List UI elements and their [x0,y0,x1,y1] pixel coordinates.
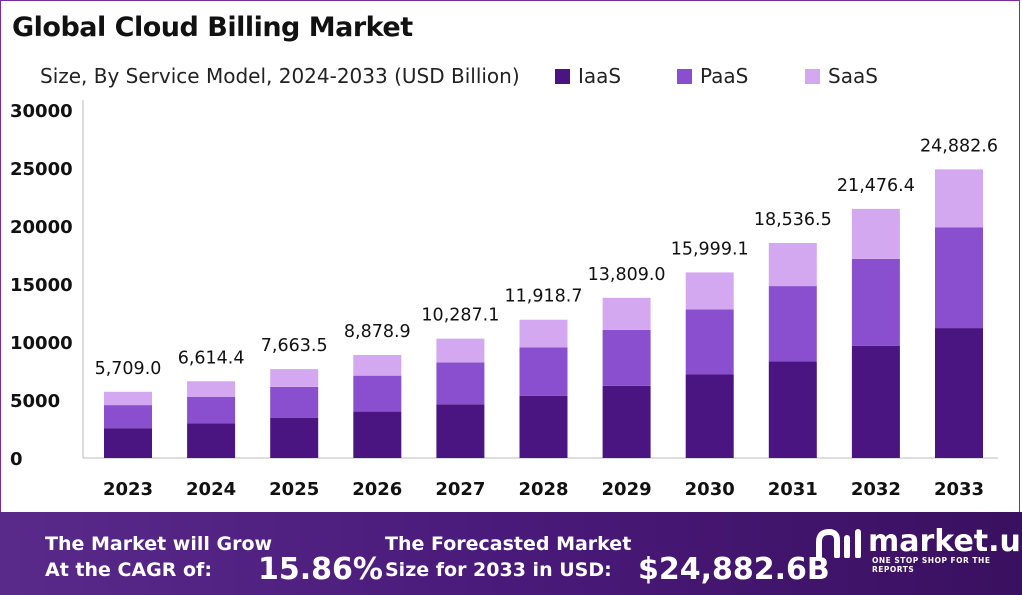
bar-segment-paas [104,405,152,429]
bar-segment-saas [187,381,236,397]
y-tick-label: 15000 [10,275,73,296]
y-tick-label: 25000 [10,159,73,180]
bar-segment-saas [768,242,817,287]
y-tick-label: 0 [10,449,23,470]
bar-segment-paas [353,375,402,412]
forecast-value: $24,882.6B [638,552,830,587]
bar-segment-saas [851,208,900,259]
bar-total-label: 10,287.1 [421,306,499,326]
bar-total-label: 8,878.9 [344,322,411,342]
bar-total-label: 18,536.5 [754,210,832,230]
bar-segment-paas [436,362,485,405]
cagr-value: 15.86% [258,552,383,587]
legend-swatch-saas [805,68,820,84]
bar-segment-saas [436,338,485,363]
x-tick-label: 2027 [435,479,485,500]
bar-segment-iaas [768,361,817,458]
legend-item-paas: PaaS [677,64,748,88]
x-tick-label: 2023 [103,479,153,500]
y-tick-label: 30000 [10,101,73,122]
x-tick-label: 2024 [186,479,236,500]
bar-segment-iaas [685,374,734,458]
legend-item-iaas: IaaS [555,64,621,88]
bar-segment-iaas [104,428,152,458]
bar-segment-iaas [851,345,900,458]
bar-total-label: 6,614.4 [178,348,245,368]
bar-segment-paas [602,329,651,386]
bar-total-label: 11,918.7 [505,287,583,307]
y-tick-label: 10000 [10,333,73,354]
bar-segment-paas [270,386,319,418]
bar-chart: 0 5000 10000 15000 20000 25000 30000 5,709.0 202… [10,100,998,500]
cagr-label-line2: At the CAGR of: [45,559,212,581]
bar-total-label: 15,999.1 [671,239,749,259]
x-tick-label: 2026 [352,479,402,500]
bar-total-label: 7,663.5 [261,336,328,356]
brand-tagline: ONE STOP SHOP FOR THE REPORTS [872,556,991,574]
y-tick-label: 20000 [10,217,73,238]
footer-banner [0,512,1022,595]
bar-segment-iaas [602,385,651,458]
y-tick-label: 5000 [10,391,60,412]
bar-segment-iaas [353,411,402,458]
bar-segment-paas [851,258,900,346]
forecast-label-line1: The Forecasted Market [385,533,632,555]
bar-segment-saas [104,391,152,406]
bar-segment-iaas [436,404,485,458]
bar-segment-paas [685,309,734,375]
legend-swatch-iaas [555,68,570,84]
chart-frame [0,0,1020,512]
bar-segment-paas [519,347,568,396]
bar-segment-saas [353,355,402,376]
market-us-logo-icon [816,528,861,558]
bar-segment-iaas [519,395,568,458]
legend-label-paas: PaaS [700,64,749,88]
bar-segment-saas [519,319,568,348]
brand-name: market.us [868,524,1022,559]
bar-total-label: 21,476.4 [837,176,915,196]
bar-segment-saas [270,369,319,387]
bar-segment-iaas [270,417,319,458]
x-tick-label: 2032 [851,479,901,500]
bar-segment-saas [602,297,651,330]
bar-segment-iaas [935,328,983,458]
legend-swatch-paas [677,68,692,84]
bar-segment-paas [187,396,236,424]
bar-segment-saas [935,169,983,228]
bar-segment-paas [935,227,983,329]
bar-total-label: 13,809.0 [588,265,666,285]
bar-segment-paas [768,286,817,362]
cagr-label-line1: The Market will Grow [45,533,273,555]
bar-total-label: 24,882.6 [920,136,998,156]
x-tick-label: 2030 [685,479,735,500]
legend-label-saas: SaaS [828,64,878,88]
x-tick-label: 2031 [768,479,818,500]
chart-title: Global Cloud Billing Market [12,12,413,43]
x-tick-label: 2028 [518,479,568,500]
x-tick-label: 2033 [934,479,984,500]
legend-item-saas: SaaS [805,64,878,88]
legend-label-iaas: IaaS [578,64,622,88]
bar-segment-iaas [187,423,236,458]
bar-segment-saas [685,272,734,310]
bar-total-label: 5,709.0 [95,359,162,379]
x-tick-label: 2029 [602,479,652,500]
x-tick-label: 2025 [269,479,319,500]
chart-subtitle: Size, By Service Model, 2024-2033 (USD B… [40,64,520,88]
forecast-label-line2: Size for 2033 in USD: [385,559,612,581]
